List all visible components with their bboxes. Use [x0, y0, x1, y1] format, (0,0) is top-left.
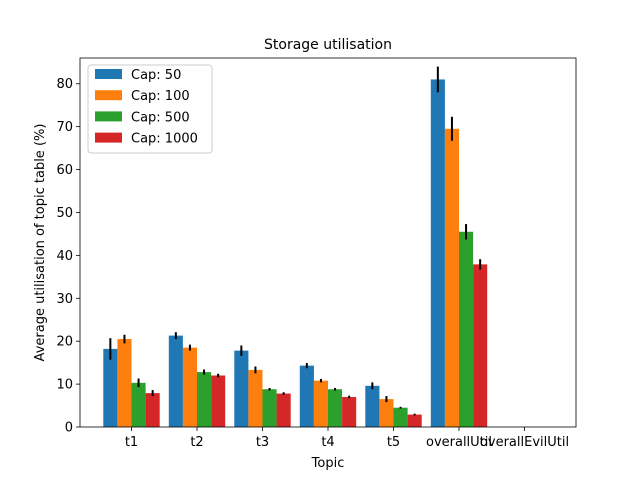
y-axis-label: Average utilisation of topic table (%): [33, 124, 48, 362]
bar-t1-series-1: [117, 339, 132, 427]
bar-t2-series-2: [197, 372, 212, 427]
bar-overallUtil-series-0: [430, 79, 445, 427]
chart-title: Storage utilisation: [264, 37, 392, 53]
bar-t3-series-0: [234, 350, 249, 427]
bar-t5-series-0: [365, 385, 380, 427]
bar-overallUtil-series-1: [444, 128, 459, 427]
legend-swatch-3: [95, 132, 122, 143]
bar-t5-series-3: [407, 414, 422, 427]
bar-t4-series-1: [313, 380, 328, 427]
y-tick-label-10: 10: [56, 378, 73, 393]
y-tick-label-20: 20: [56, 335, 73, 350]
legend: Cap: 50 Cap: 100 Cap: 500 Cap: 1000: [87, 64, 213, 154]
bar-t3-series-1: [248, 369, 263, 427]
bar-t3-series-2: [262, 389, 277, 427]
bar-t5-series-2: [393, 407, 408, 427]
y-tick-label-50: 50: [56, 206, 73, 221]
legend-swatch-1: [95, 90, 122, 101]
bar-overallUtil-series-2: [459, 231, 474, 427]
bar-t2-series-0: [168, 335, 183, 427]
y-tick-label-80: 80: [56, 77, 73, 92]
legend-box: [87, 64, 213, 154]
legend-label-2: Cap: 500: [131, 110, 190, 125]
y-axis: 0 10 20 30 40 50 60 70 80: [56, 77, 80, 436]
y-tick-label-60: 60: [56, 163, 73, 178]
x-tick-label-t3: t3: [256, 435, 269, 450]
legend-label-0: Cap: 50: [131, 68, 181, 83]
bar-t4-series-0: [299, 365, 314, 427]
bar-t1-series-3: [145, 393, 160, 427]
bar-t2-series-1: [182, 347, 197, 427]
plot-area: [103, 66, 488, 427]
bar-t4-series-3: [342, 396, 357, 427]
bar-t2-series-3: [211, 375, 226, 427]
y-tick-label-0: 0: [65, 421, 73, 436]
legend-swatch-0: [95, 69, 122, 79]
x-tick-label-overallEvilUtil: overallEvilUtil: [480, 435, 569, 450]
x-tick-label-t4: t4: [321, 435, 334, 450]
bar-t1-series-2: [131, 382, 146, 427]
x-tick-label-t1: t1: [125, 435, 138, 450]
y-tick-label-30: 30: [56, 292, 73, 307]
x-tick-label-t5: t5: [387, 435, 400, 450]
x-tick-label-overallUtil: overallUtil: [426, 435, 492, 450]
x-tick-label-t2: t2: [190, 435, 203, 450]
y-tick-label-40: 40: [56, 249, 73, 264]
bar-t5-series-1: [379, 399, 394, 427]
bar-overallUtil-series-3: [473, 264, 488, 427]
legend-label-1: Cap: 100: [131, 89, 190, 104]
bar-t3-series-3: [276, 393, 291, 427]
x-axis-label: Topic: [311, 456, 345, 471]
y-tick-label-70: 70: [56, 120, 73, 135]
legend-label-3: Cap: 1000: [131, 132, 198, 147]
legend-items: Cap: 50 Cap: 100 Cap: 500 Cap: 1000: [95, 68, 198, 147]
legend-swatch-2: [95, 111, 122, 122]
bar-t1-series-0: [103, 348, 118, 427]
bar-t4-series-2: [328, 389, 343, 427]
